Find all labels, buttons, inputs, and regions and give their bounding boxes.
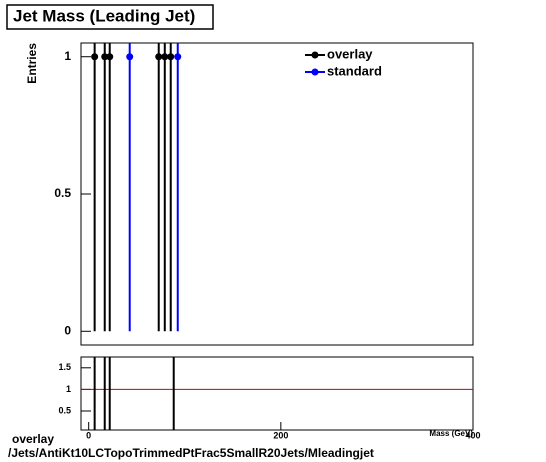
x-tick-label: 200 <box>273 430 288 440</box>
y-tick-label: 1.5 <box>58 362 71 372</box>
legend-marker <box>311 51 319 59</box>
data-point <box>101 53 109 61</box>
legend-label: standard <box>327 63 382 78</box>
legend-marker <box>311 68 319 76</box>
plot-frame <box>80 356 474 431</box>
data-point <box>155 53 163 61</box>
x-axis-label: Mass (GeV) <box>429 429 473 438</box>
data-point <box>161 53 169 61</box>
y-tick-label: 0.5 <box>54 186 71 200</box>
legend-label: overlay <box>327 46 373 61</box>
y-axis-label: Entries <box>25 43 39 84</box>
y-tick-label: 1 <box>64 49 71 63</box>
chart-title: Jet Mass (Leading Jet) <box>13 6 195 25</box>
y-tick-label: 0.5 <box>58 405 71 415</box>
data-point <box>174 53 182 61</box>
title-box <box>6 4 214 30</box>
data-point <box>91 53 99 61</box>
plot-frame <box>80 42 474 346</box>
footer-label: overlay <box>12 432 54 446</box>
y-tick-label: 1 <box>66 384 71 394</box>
x-tick-label: 0 <box>86 430 91 440</box>
data-point <box>126 53 134 61</box>
y-tick-label: 0 <box>64 323 71 337</box>
data-point <box>106 53 114 61</box>
data-point <box>167 53 175 61</box>
x-tick-label: 400 <box>465 430 480 440</box>
footer-path: /Jets/AntiKt10LCTopoTrimmedPtFrac5SmallR… <box>8 446 374 460</box>
